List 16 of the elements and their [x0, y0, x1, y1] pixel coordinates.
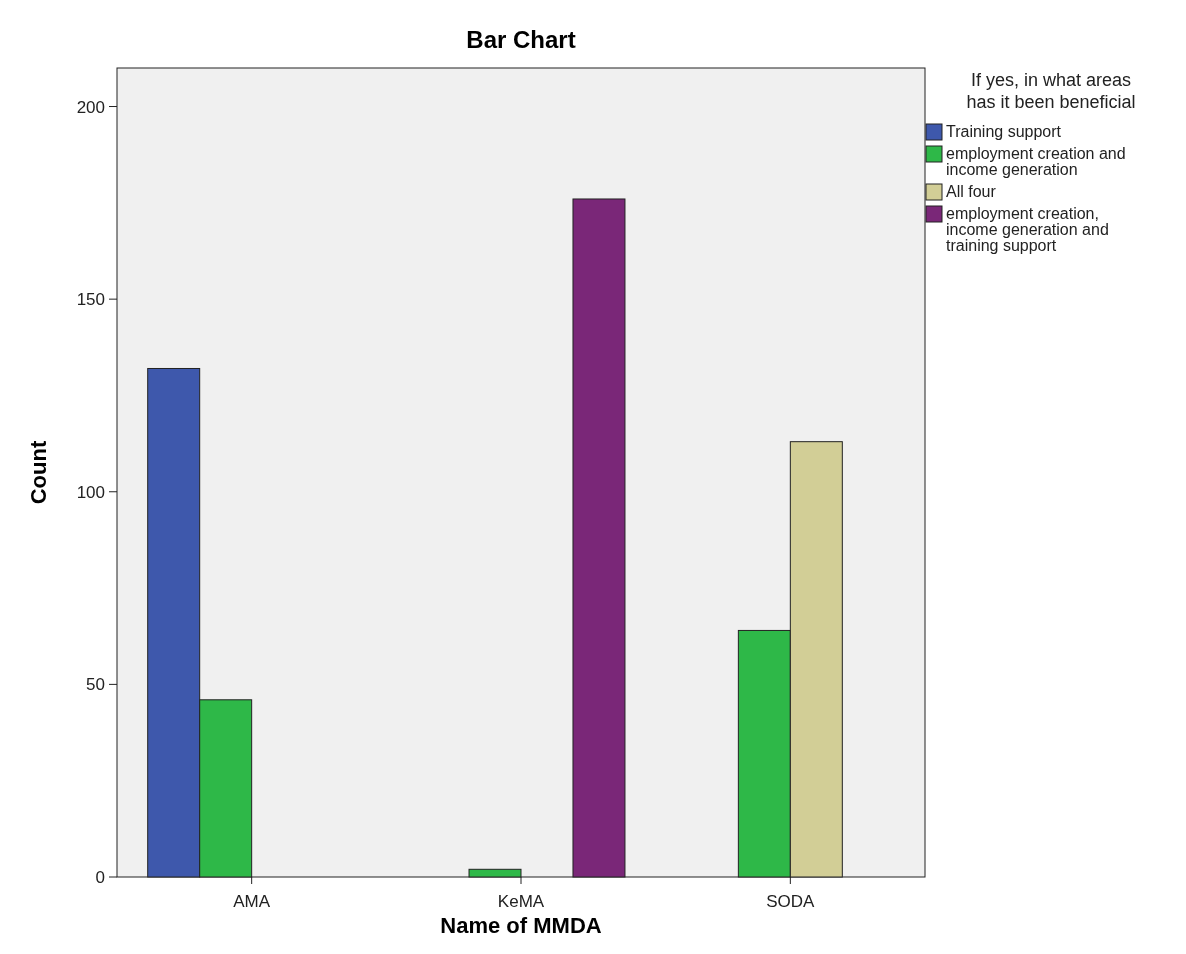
chart-title: Bar Chart — [466, 26, 576, 53]
x-tick-label: AMA — [233, 892, 271, 911]
legend-label: employment creation and income generation — [946, 145, 1126, 178]
y-tick-label: 200 — [76, 97, 105, 117]
x-tick-label: KeMA — [497, 892, 545, 911]
x-tick-label: SODA — [766, 892, 816, 911]
legend-label: employment creation, income generation and training support — [946, 205, 1109, 254]
legend-title: If yes, in what areas has it been beneficial — [966, 70, 1136, 112]
legend-label: All four — [946, 183, 997, 200]
x-axis-title: Name of MMDA — [440, 913, 602, 938]
legend-label: Training support — [946, 123, 1062, 140]
y-tick-label: 100 — [76, 482, 105, 502]
y-tick-label: 150 — [76, 290, 105, 310]
y-tick-label: 0 — [95, 868, 105, 887]
y-axis-title: Count — [26, 440, 51, 505]
y-tick-label: 50 — [86, 675, 105, 695]
